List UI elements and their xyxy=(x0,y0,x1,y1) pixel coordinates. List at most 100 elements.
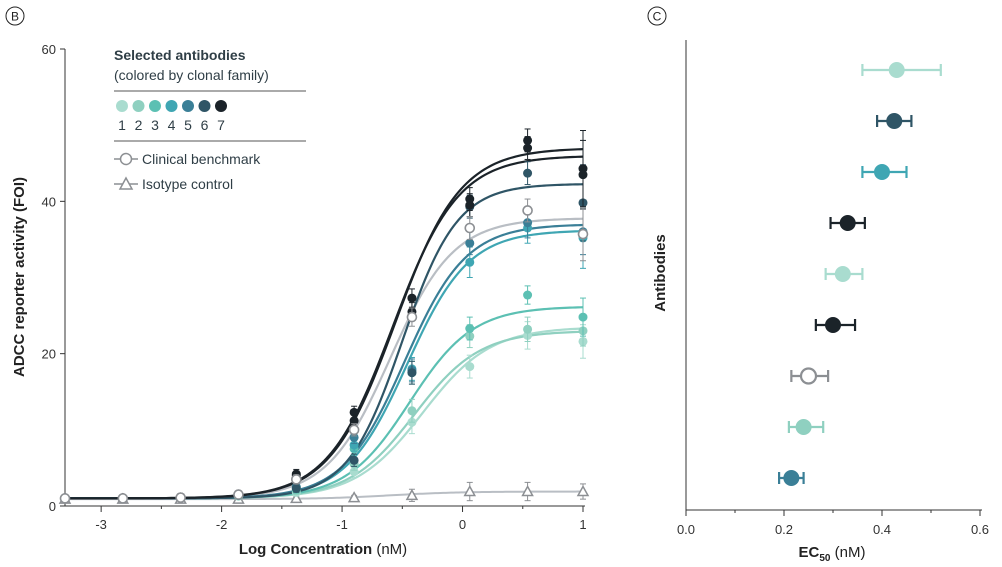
antibody-curve xyxy=(65,327,584,500)
c-x-tick-label: 0.6 xyxy=(971,522,989,537)
b-x-tick-label: 1 xyxy=(579,517,586,532)
legend-benchmark-label: Clinical benchmark xyxy=(142,151,261,167)
legend-benchmark: Clinical benchmark xyxy=(114,151,261,167)
antibody-point xyxy=(407,293,417,303)
ec50-antibody-point xyxy=(861,62,942,78)
ec50-antibody-point xyxy=(787,419,825,435)
legend-family-swatch xyxy=(149,100,161,112)
legend-subtitle: (colored by clonal family) xyxy=(114,67,269,83)
antibody-point xyxy=(523,143,533,153)
antibody-point xyxy=(407,368,417,378)
antibody-curve xyxy=(65,148,584,500)
panel-b-label: B xyxy=(5,6,25,26)
benchmark-marker-icon xyxy=(119,152,133,166)
legend-family-number: 2 xyxy=(135,117,143,133)
antibody-point xyxy=(465,200,475,210)
benchmark-point xyxy=(577,228,589,240)
legend-family-swatch xyxy=(198,100,211,112)
antibody-point xyxy=(578,170,588,180)
c-x-tick-label: 0.2 xyxy=(775,522,793,537)
b-y-tick-label: 0 xyxy=(49,499,56,514)
antibody-point xyxy=(349,455,359,465)
benchmark-point xyxy=(522,205,533,216)
legend-family-swatch xyxy=(165,100,178,112)
ec50-antibody-point xyxy=(814,317,857,333)
legend-family-number: 7 xyxy=(217,117,225,133)
legend-family-number: 6 xyxy=(201,117,209,133)
benchmark-point xyxy=(348,424,360,436)
b-x-axis-title-main: Log Concentration xyxy=(239,541,372,558)
isotype-triangle-icon xyxy=(118,176,134,190)
antibody-point xyxy=(465,362,475,372)
ec50-antibody-point xyxy=(875,113,913,129)
benchmark-point xyxy=(290,474,302,485)
legend-family-number: 3 xyxy=(151,117,159,133)
legend-title: Selected antibodies xyxy=(114,47,246,63)
antibody-point xyxy=(349,440,359,450)
ec50-antibody-point xyxy=(861,164,908,180)
ec50-antibody-point xyxy=(829,215,866,231)
b-x-tick-label: -2 xyxy=(216,517,228,532)
benchmark-point xyxy=(117,493,129,504)
antibody-point xyxy=(578,312,588,322)
b-y-tick-label: 20 xyxy=(42,347,56,362)
b-x-tick-label: -3 xyxy=(95,517,107,532)
c-x-axis-title-sub: 50 xyxy=(819,553,831,564)
ec50-antibody-point xyxy=(777,470,805,486)
antibody-curve xyxy=(65,330,584,500)
b-y-axis-title: ADCC reporter activity (FOI) xyxy=(11,177,28,377)
antibody-point xyxy=(523,324,533,334)
b-y-tick-label: 40 xyxy=(42,194,56,209)
b-x-tick-label: 0 xyxy=(459,517,466,532)
isotype-point xyxy=(463,484,477,497)
c-x-axis-title-unit: (nM) xyxy=(830,544,865,561)
benchmark-point xyxy=(406,311,418,323)
antibody-point xyxy=(465,257,475,267)
isotype-point xyxy=(405,488,419,501)
panel-c-label: C xyxy=(647,6,667,26)
benchmark-point xyxy=(233,489,244,500)
ec50-benchmark-point xyxy=(790,367,830,385)
isotype-point xyxy=(576,484,590,497)
c-x-tick-label: 0.4 xyxy=(873,522,891,537)
antibody-point xyxy=(291,483,301,493)
antibody-point xyxy=(349,416,359,426)
legend-family-swatch xyxy=(116,100,128,112)
benchmark-point xyxy=(59,493,71,504)
antibody-curve xyxy=(65,155,584,500)
c-y-axis-title: Antibodies xyxy=(652,234,669,312)
ec50-axes: 0.0 0.2 0.4 0.6 xyxy=(677,40,989,537)
panel-b-letter: B xyxy=(11,10,19,24)
isotype-point xyxy=(290,491,303,504)
isotype-point xyxy=(521,484,534,497)
legend-family-number: 5 xyxy=(184,117,192,133)
legend: Selected antibodies (colored by clonal f… xyxy=(114,47,306,192)
c-x-tick-label: 0.0 xyxy=(677,522,695,537)
b-x-axis-title: Log Concentration (nM) xyxy=(239,541,407,558)
antibody-curve xyxy=(65,306,584,500)
antibody-point xyxy=(465,238,475,248)
ec50-points xyxy=(777,62,942,486)
antibody-point xyxy=(349,467,359,477)
benchmark-point xyxy=(464,222,476,234)
isotype-point xyxy=(347,491,361,503)
dose-response-curves xyxy=(65,148,584,501)
ec50-antibody-point xyxy=(824,266,864,282)
panel-c-letter: C xyxy=(653,10,662,24)
antibody-point xyxy=(523,218,533,228)
legend-isotype-label: Isotype control xyxy=(142,176,233,192)
dose-response-axes: 0 20 40 60 -3 -2 -1 0 1 xyxy=(42,42,587,532)
dose-response-points xyxy=(58,128,590,504)
antibody-point xyxy=(523,168,533,178)
antibody-curve xyxy=(65,230,584,500)
antibody-point xyxy=(407,406,417,416)
legend-family-swatch xyxy=(132,100,145,112)
legend-family-number: 1 xyxy=(118,117,126,133)
b-x-tick-label: -1 xyxy=(336,517,348,532)
antibody-curve xyxy=(65,223,584,500)
b-y-axis-title-text: ADCC reporter activity (FOI) xyxy=(11,177,28,377)
benchmark-curve xyxy=(65,217,584,500)
legend-isotype: Isotype control xyxy=(114,176,233,192)
